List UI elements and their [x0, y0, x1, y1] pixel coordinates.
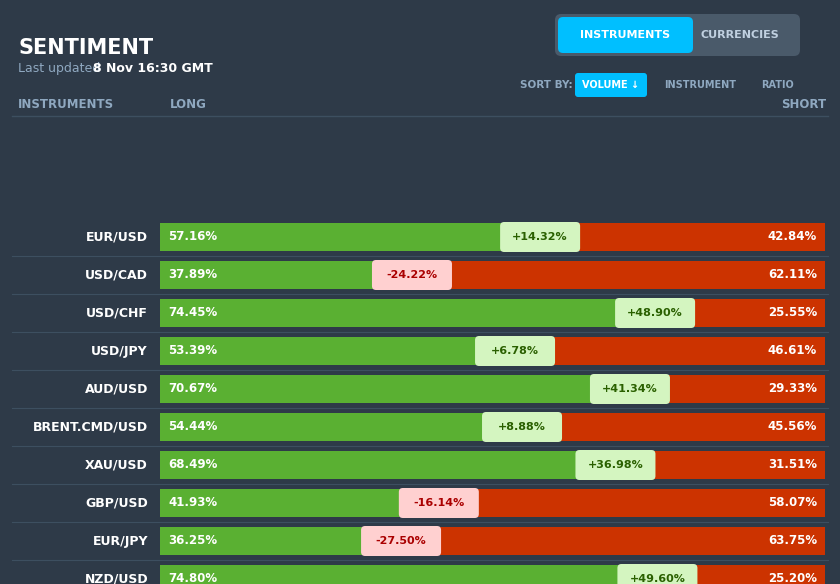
Text: NZD/USD: NZD/USD — [84, 572, 148, 584]
FancyBboxPatch shape — [399, 488, 479, 518]
Bar — [655, 299, 825, 327]
Text: 58.07%: 58.07% — [768, 496, 817, 509]
Text: 36.25%: 36.25% — [168, 534, 217, 548]
FancyBboxPatch shape — [361, 526, 441, 556]
Bar — [401, 527, 825, 555]
Text: +36.98%: +36.98% — [588, 460, 643, 470]
FancyBboxPatch shape — [558, 17, 693, 53]
Text: SHORT: SHORT — [781, 99, 826, 112]
FancyBboxPatch shape — [372, 260, 452, 290]
Bar — [160, 489, 438, 517]
Text: LONG: LONG — [170, 99, 207, 112]
Text: CURRENCIES: CURRENCIES — [701, 30, 780, 40]
Text: 8 Nov 16:30 GMT: 8 Nov 16:30 GMT — [93, 62, 213, 75]
Bar — [160, 337, 515, 365]
Text: VOLUME ↓: VOLUME ↓ — [582, 80, 639, 90]
Text: INSTRUMENTS: INSTRUMENTS — [18, 99, 114, 112]
Bar — [515, 337, 825, 365]
FancyBboxPatch shape — [575, 73, 647, 97]
FancyBboxPatch shape — [482, 412, 562, 442]
Bar — [160, 527, 401, 555]
Text: -16.14%: -16.14% — [413, 498, 465, 508]
Text: SORT BY:: SORT BY: — [520, 80, 573, 90]
Bar — [412, 261, 825, 289]
Text: +8.88%: +8.88% — [498, 422, 546, 432]
Text: 62.11%: 62.11% — [768, 269, 817, 281]
Text: AUD/USD: AUD/USD — [85, 383, 148, 395]
Text: 45.56%: 45.56% — [768, 420, 817, 433]
Bar — [160, 451, 616, 479]
Text: SENTIMENT: SENTIMENT — [18, 38, 153, 58]
Text: EUR/USD: EUR/USD — [86, 231, 148, 244]
Text: +49.60%: +49.60% — [629, 574, 685, 584]
Text: 42.84%: 42.84% — [768, 231, 817, 244]
Bar — [658, 565, 825, 584]
Text: 57.16%: 57.16% — [168, 231, 217, 244]
Text: 29.33%: 29.33% — [768, 383, 817, 395]
FancyBboxPatch shape — [575, 450, 655, 480]
Text: 63.75%: 63.75% — [768, 534, 817, 548]
FancyBboxPatch shape — [500, 222, 580, 252]
Bar — [160, 565, 658, 584]
Text: BRENT.CMD/USD: BRENT.CMD/USD — [33, 420, 148, 433]
Text: 31.51%: 31.51% — [768, 458, 817, 471]
Bar — [522, 413, 825, 441]
Text: +6.78%: +6.78% — [491, 346, 539, 356]
Text: XAU/USD: XAU/USD — [85, 458, 148, 471]
Text: 74.45%: 74.45% — [168, 307, 218, 319]
Text: 46.61%: 46.61% — [768, 345, 817, 357]
Bar — [160, 375, 630, 403]
Text: RATIO: RATIO — [762, 80, 795, 90]
Bar — [160, 413, 522, 441]
FancyBboxPatch shape — [617, 564, 697, 584]
FancyBboxPatch shape — [590, 374, 670, 404]
Text: 25.20%: 25.20% — [768, 572, 817, 584]
Text: 68.49%: 68.49% — [168, 458, 218, 471]
Bar — [630, 375, 825, 403]
Text: 37.89%: 37.89% — [168, 269, 217, 281]
Text: USD/CAD: USD/CAD — [85, 269, 148, 281]
Bar — [540, 223, 825, 251]
Text: 53.39%: 53.39% — [168, 345, 217, 357]
Text: +14.32%: +14.32% — [512, 232, 568, 242]
Text: -27.50%: -27.50% — [375, 536, 427, 546]
Bar — [160, 261, 412, 289]
Bar — [160, 223, 540, 251]
Bar — [160, 299, 655, 327]
Text: +41.34%: +41.34% — [602, 384, 658, 394]
Text: -24.22%: -24.22% — [386, 270, 438, 280]
Bar — [616, 451, 825, 479]
Text: Last updated: Last updated — [18, 62, 104, 75]
Text: 54.44%: 54.44% — [168, 420, 218, 433]
FancyBboxPatch shape — [555, 14, 800, 56]
FancyBboxPatch shape — [615, 298, 695, 328]
Text: INSTRUMENTS: INSTRUMENTS — [580, 30, 670, 40]
Bar — [438, 489, 825, 517]
Text: USD/JPY: USD/JPY — [92, 345, 148, 357]
FancyBboxPatch shape — [475, 336, 555, 366]
Text: USD/CHF: USD/CHF — [87, 307, 148, 319]
Text: 41.93%: 41.93% — [168, 496, 217, 509]
Text: INSTRUMENT: INSTRUMENT — [664, 80, 736, 90]
Text: 25.55%: 25.55% — [768, 307, 817, 319]
Text: 70.67%: 70.67% — [168, 383, 217, 395]
Text: GBP/USD: GBP/USD — [85, 496, 148, 509]
Text: EUR/JPY: EUR/JPY — [92, 534, 148, 548]
Text: +48.90%: +48.90% — [627, 308, 683, 318]
Text: 74.80%: 74.80% — [168, 572, 217, 584]
